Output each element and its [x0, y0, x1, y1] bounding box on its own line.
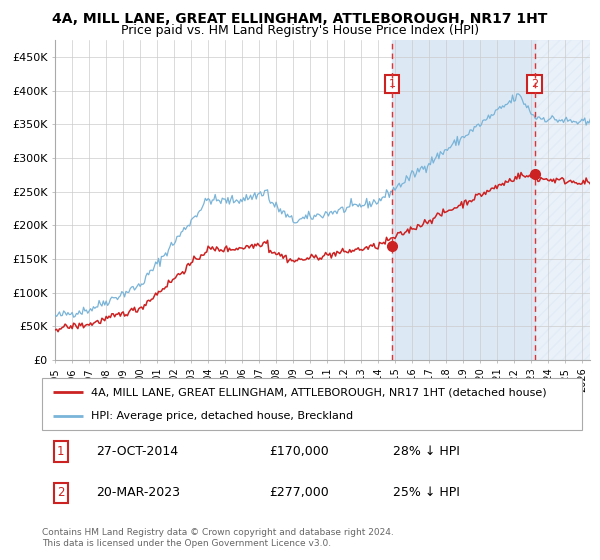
Text: 25% ↓ HPI: 25% ↓ HPI — [393, 486, 460, 500]
Text: 2: 2 — [531, 79, 538, 89]
Text: £170,000: £170,000 — [269, 445, 329, 458]
Text: 4A, MILL LANE, GREAT ELLINGHAM, ATTLEBOROUGH, NR17 1HT (detached house): 4A, MILL LANE, GREAT ELLINGHAM, ATTLEBOR… — [91, 387, 546, 397]
Text: £277,000: £277,000 — [269, 486, 329, 500]
Text: HPI: Average price, detached house, Breckland: HPI: Average price, detached house, Brec… — [91, 411, 353, 421]
Bar — [392, 40, 535, 360]
Text: 1: 1 — [388, 79, 395, 89]
Text: 4A, MILL LANE, GREAT ELLINGHAM, ATTLEBOROUGH, NR17 1HT: 4A, MILL LANE, GREAT ELLINGHAM, ATTLEBOR… — [52, 12, 548, 26]
Text: Price paid vs. HM Land Registry's House Price Index (HPI): Price paid vs. HM Land Registry's House … — [121, 24, 479, 36]
Text: 2: 2 — [57, 486, 65, 500]
Text: Contains HM Land Registry data © Crown copyright and database right 2024.
This d: Contains HM Land Registry data © Crown c… — [42, 528, 394, 548]
Bar — [535, 40, 600, 360]
Text: 1: 1 — [57, 445, 65, 458]
Text: 20-MAR-2023: 20-MAR-2023 — [96, 486, 180, 500]
Text: 27-OCT-2014: 27-OCT-2014 — [96, 445, 178, 458]
Text: 28% ↓ HPI: 28% ↓ HPI — [393, 445, 460, 458]
